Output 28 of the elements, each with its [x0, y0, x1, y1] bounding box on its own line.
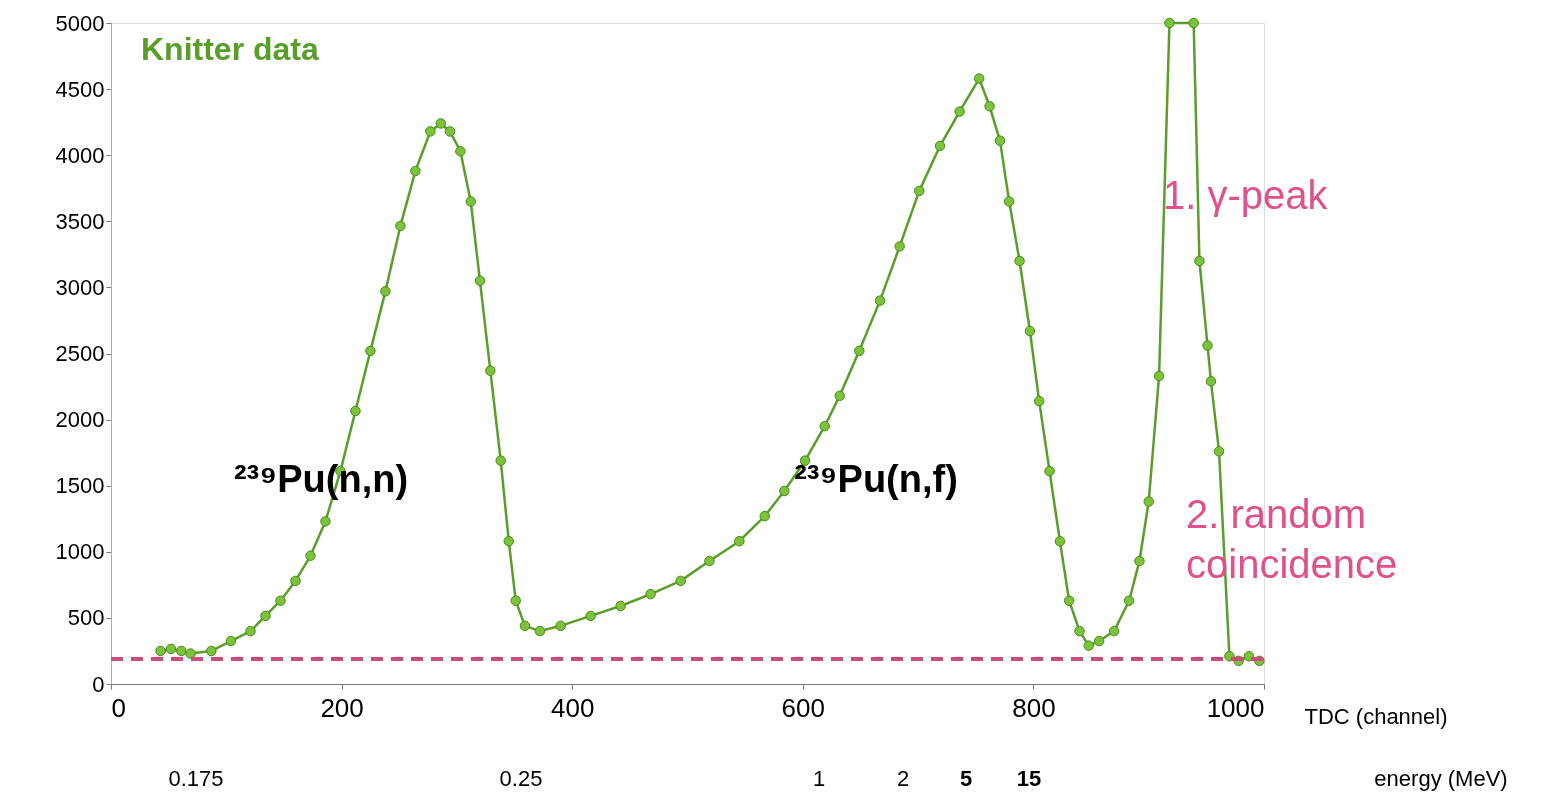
y-tick-label: 500 — [67, 605, 105, 631]
y-tick-label: 0 — [92, 671, 105, 697]
text: 0.25 — [499, 766, 543, 791]
text: 5 — [959, 766, 973, 791]
annotation: 1. γ-peak — [1163, 173, 1329, 217]
y-tick-label: 2000 — [55, 407, 105, 433]
x-tick-label: 200 — [320, 692, 364, 723]
y-tick-label: 5000 — [55, 10, 105, 36]
text: 2 — [896, 766, 910, 791]
text: Knitter data — [141, 31, 319, 67]
x-axis-title: TDC (channel) — [1304, 703, 1448, 729]
y-tick-label: 4000 — [55, 142, 105, 168]
y-tick-label: 2500 — [55, 341, 105, 366]
x-tick-label: 0 — [111, 692, 126, 723]
x-tick-label: 400 — [551, 692, 595, 723]
x-tick-label: 1000 — [1206, 692, 1265, 723]
text: 0.175 — [168, 766, 224, 791]
text: energy (MeV) — [1374, 766, 1508, 791]
y-tick-label: 1000 — [55, 539, 105, 565]
y-tick-label: 3000 — [55, 274, 105, 300]
y-tick-label: 3500 — [55, 208, 105, 234]
y-tick-label: 1500 — [55, 473, 105, 499]
x-tick-label: 800 — [1012, 692, 1056, 723]
x-tick-label: 600 — [781, 692, 825, 723]
y-tick-label: 4500 — [55, 76, 105, 102]
text: 15 — [1016, 766, 1042, 791]
annotation: ²³⁹Pu(n,f) — [794, 458, 958, 500]
text: 1 — [812, 766, 826, 791]
